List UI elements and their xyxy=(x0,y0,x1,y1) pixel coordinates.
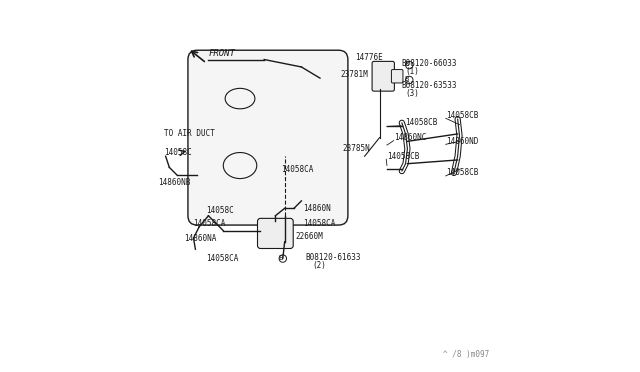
FancyBboxPatch shape xyxy=(188,50,348,225)
FancyBboxPatch shape xyxy=(257,218,293,248)
Text: 14058CB: 14058CB xyxy=(447,111,479,120)
Text: B: B xyxy=(278,255,282,261)
Text: (3): (3) xyxy=(406,89,419,98)
Circle shape xyxy=(406,61,413,69)
Circle shape xyxy=(406,76,413,84)
Text: B08120-63533: B08120-63533 xyxy=(402,81,458,90)
Text: TO AIR DUCT: TO AIR DUCT xyxy=(164,129,214,138)
Text: 14860NA: 14860NA xyxy=(184,234,216,243)
Text: 14058CA: 14058CA xyxy=(281,165,314,174)
Text: 14058CA: 14058CA xyxy=(303,219,335,228)
Text: B08120-66033: B08120-66033 xyxy=(402,59,458,68)
Circle shape xyxy=(279,255,287,262)
Text: 14860NC: 14860NC xyxy=(394,133,427,142)
Text: 14058CA: 14058CA xyxy=(207,254,239,263)
Text: 14860N: 14860N xyxy=(303,204,331,213)
Text: 14058CB: 14058CB xyxy=(447,169,479,177)
Text: B08120-61633: B08120-61633 xyxy=(305,253,360,262)
FancyBboxPatch shape xyxy=(372,61,394,91)
Text: 14058CB: 14058CB xyxy=(387,152,419,161)
Text: 14776E: 14776E xyxy=(355,53,383,62)
Text: 14860NB: 14860NB xyxy=(158,178,191,187)
Text: 22660M: 22660M xyxy=(296,232,324,241)
Text: 14058C: 14058C xyxy=(207,206,234,215)
Text: (1): (1) xyxy=(406,67,419,76)
Text: 14058C: 14058C xyxy=(164,148,191,157)
Text: 14860ND: 14860ND xyxy=(447,137,479,146)
Text: 14058CA: 14058CA xyxy=(193,219,226,228)
FancyBboxPatch shape xyxy=(392,70,403,83)
Text: FRONT: FRONT xyxy=(209,49,236,58)
Text: B: B xyxy=(404,76,409,82)
Text: (2): (2) xyxy=(312,262,326,270)
Text: 14058CB: 14058CB xyxy=(406,118,438,127)
Text: B: B xyxy=(404,61,409,67)
Text: 23785N: 23785N xyxy=(342,144,370,153)
Text: 23781M: 23781M xyxy=(340,70,368,79)
Text: ^ /8 )m097: ^ /8 )m097 xyxy=(443,350,489,359)
